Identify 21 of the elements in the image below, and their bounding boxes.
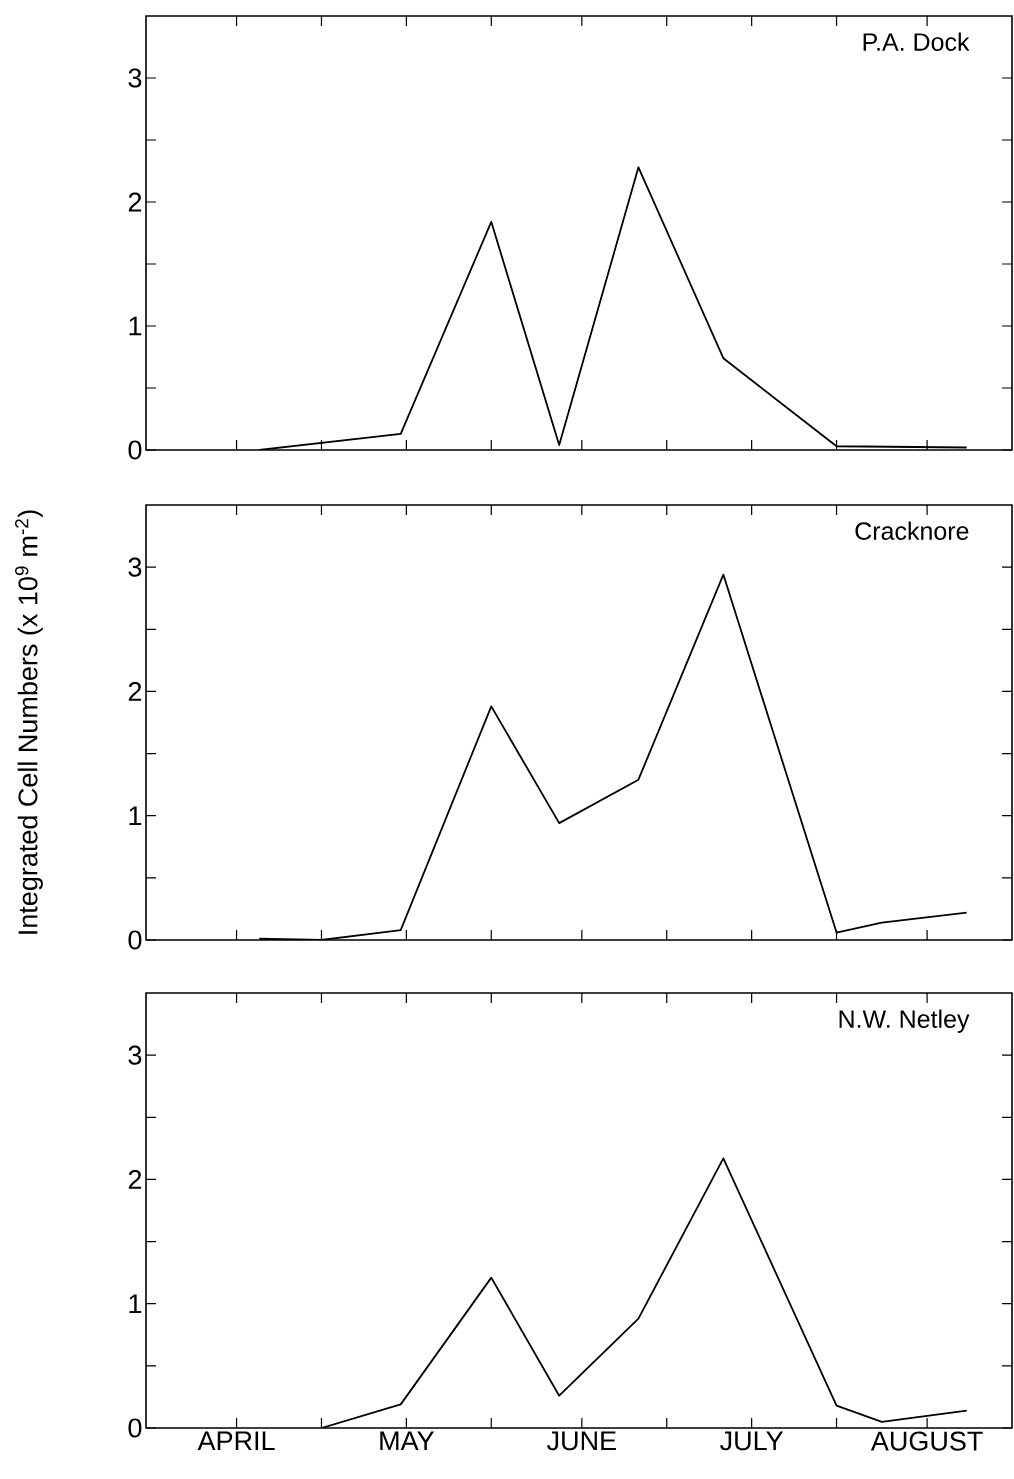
y-tick-label: 3 [128, 1045, 142, 1065]
annotation: Cracknore [855, 521, 969, 540]
y-tick-label: 3 [128, 557, 142, 577]
y-tick-label: 1 [129, 316, 142, 336]
y-tick-label: 2 [128, 1170, 142, 1189]
y-axis-title: Integrated Cell Numbers (x 10$^{9}$ m$^{-2}$) [15, 510, 43, 934]
annotation: P.A. Dock [863, 32, 970, 51]
y-tick-label: 1 [129, 806, 142, 825]
x-tick-label: AUGUST [870, 1431, 983, 1451]
y-tick-label: 1 [129, 1294, 142, 1313]
y-tick-label: 0 [128, 930, 142, 950]
y-tick-label: 2 [128, 681, 142, 701]
y-tick-label: 0 [128, 440, 142, 460]
x-tick-label: JUNE [547, 1431, 616, 1451]
y-tick-label: 2 [128, 192, 142, 212]
x-tick-label: MAY [380, 1431, 435, 1451]
x-tick-label: JULY [720, 1431, 784, 1451]
x-tick-label: APRIL [197, 1431, 275, 1451]
y-tick-label: 3 [128, 68, 142, 88]
y-tick-label: 0 [128, 1418, 142, 1438]
annotation: N.W. Netley [839, 1009, 970, 1033]
